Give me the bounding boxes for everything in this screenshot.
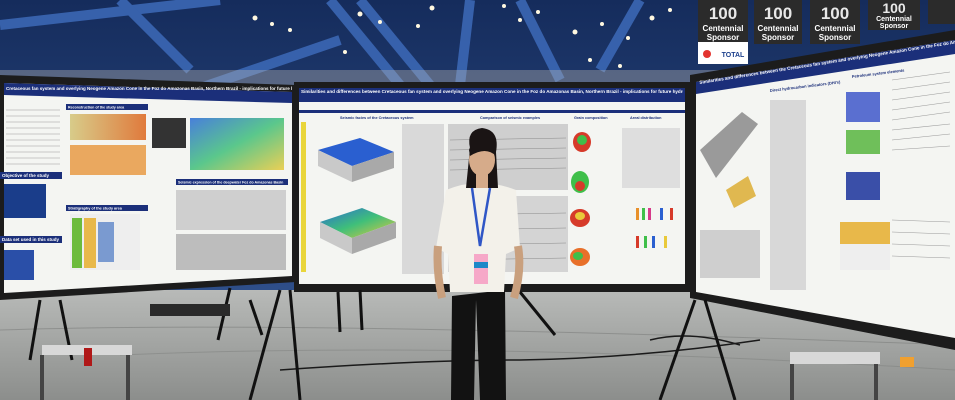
sponsor-banner: 100 Centennial Sponsor — [810, 0, 860, 44]
banner-line2: Sponsor — [819, 33, 851, 42]
name-badge — [474, 254, 488, 284]
center-poster-bars — [636, 208, 673, 248]
banner-line2: Sponsor — [707, 33, 739, 42]
banner-line2: Sponsor — [762, 33, 794, 42]
left-poster-title: Cretaceous fan system and overlying Neog… — [6, 86, 292, 91]
right-poster-section: Petroleum system elements — [852, 67, 906, 79]
chair — [40, 345, 132, 400]
center-poster-section: Areal distribution — [630, 116, 662, 120]
sponsor-banner: 100 Centennial Sponsor — [868, 0, 955, 30]
sponsor-banner: 100 Centennial Sponsor TOTAL — [698, 0, 748, 64]
banner-line1: Centennial — [815, 24, 856, 33]
left-poster-section: Reconstruction of the study area — [68, 106, 125, 110]
center-poster-section: Comparison of seismic examples — [480, 116, 540, 120]
left-poster-section: Objective of the study — [2, 173, 50, 178]
banner-line1: Centennial — [876, 16, 912, 23]
left-poster-section: Data set used in this study — [2, 237, 60, 242]
banner-number: 100 — [764, 4, 792, 23]
presenter-person — [433, 128, 524, 400]
center-poster-section: Grain composition — [574, 116, 608, 120]
left-poster-section: Stratigraphy of the study area — [68, 207, 123, 211]
left-poster-section: Seismic expression of the deepwater Foz … — [178, 181, 283, 185]
equipment-box — [900, 357, 914, 367]
left-poster-title-box: Cretaceous fan system and overlying Neog… — [6, 86, 292, 91]
ceiling-lights — [252, 4, 672, 68]
center-poster-title-box: Similarities and differences between Cre… — [301, 89, 683, 94]
total-logo-text: TOTAL — [722, 52, 745, 59]
right-poster-board: Similarities and differences between the… — [690, 30, 955, 350]
center-poster-section: Seismic facies of the Cretaceous system — [340, 116, 414, 120]
banner-line2: Sponsor — [880, 23, 909, 30]
easel-stands — [28, 287, 737, 400]
sponsor-banner: 100 Centennial Sponsor — [754, 0, 802, 44]
banner-line1: Centennial — [703, 24, 744, 33]
center-poster-title: Similarities and differences between Cre… — [301, 89, 683, 94]
total-logo-icon — [703, 50, 711, 58]
equipment-box — [150, 304, 230, 316]
banner-number: 100 — [821, 4, 849, 23]
left-poster-board: Cretaceous fan system and overlying Neog… — [0, 75, 296, 300]
banner-number: 100 — [709, 4, 737, 23]
banner-line1: Centennial — [758, 24, 799, 33]
chair — [790, 352, 880, 400]
banner-number: 100 — [882, 0, 906, 16]
